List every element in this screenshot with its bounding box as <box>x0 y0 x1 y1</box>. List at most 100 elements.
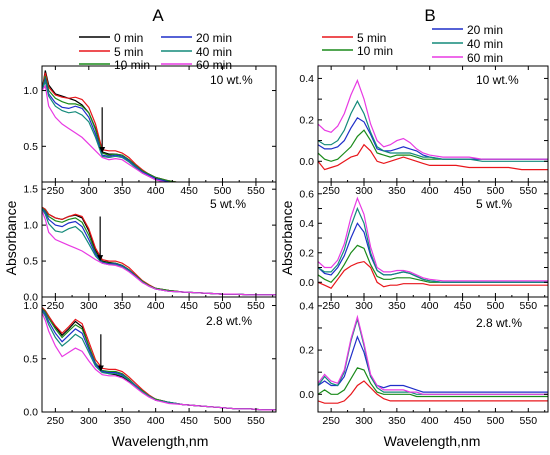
y-tick-label: 1.5 <box>23 184 38 196</box>
panel-b-2: 250 300 350 400 450 500 550 0.0 0.2 0.4 0.6 5 wt.% <box>299 181 549 312</box>
y-tick-label: 0.0 <box>23 292 38 304</box>
series-line <box>318 99 548 162</box>
legend-b-label: 5 min <box>357 31 386 45</box>
series-line <box>318 196 548 282</box>
x-tick-label: 450 <box>180 185 198 197</box>
x-tick-label: 450 <box>454 185 472 197</box>
series-line <box>42 206 276 296</box>
y-tick-label: 0.4 <box>299 300 314 312</box>
x-tick-label: 300 <box>80 185 98 197</box>
legend-b: 5 min 10 min 20 min 40 min 60 min <box>322 23 503 65</box>
x-tick-label: 300 <box>80 300 98 312</box>
x-tick-label: 350 <box>113 185 131 197</box>
x-tick-label: 250 <box>322 415 340 427</box>
x-tick-label: 400 <box>147 185 165 197</box>
series-line <box>318 222 548 283</box>
y-tick-label: 0.0 <box>299 156 314 168</box>
legend-a-label: 60 min <box>196 58 232 72</box>
x-tick-label: 400 <box>421 415 439 427</box>
series-line <box>42 84 168 182</box>
series-line <box>42 208 276 296</box>
panel-b-3: 250 300 350 400 450 500 550 0.0 0.2 0.4 2.8 wt.% <box>299 296 549 427</box>
x-tick-label: 550 <box>520 185 538 197</box>
x-tick-label: 400 <box>147 415 165 427</box>
x-tick-label: 500 <box>214 185 232 197</box>
legend-a-label: 40 min <box>196 45 232 59</box>
series-line <box>318 316 548 395</box>
concentration-label: 2.8 wt.% <box>476 316 522 330</box>
plot-panels: 250 300 350 400 450 500 550 0.5 1.0 10 wt.% 250 300… <box>23 65 549 427</box>
x-tick-label: 350 <box>388 415 406 427</box>
y-tick-label: 0.5 <box>23 256 38 268</box>
x-tick-label: 450 <box>180 415 198 427</box>
panel-a-1: 250 300 350 400 450 500 550 0.5 1.0 10 wt.% <box>23 65 277 197</box>
x-axis-label-a: Wavelength,nm <box>112 433 209 449</box>
x-tick-label: 500 <box>214 300 232 312</box>
legend-a-label: 0 min <box>114 31 143 45</box>
y-tick-label: 0.4 <box>299 73 314 85</box>
series-line <box>42 75 180 182</box>
concentration-label: 10 wt.% <box>210 73 253 87</box>
x-tick-label: 450 <box>454 415 472 427</box>
series-line <box>318 78 548 160</box>
series-line <box>318 244 548 284</box>
series-line <box>318 314 548 395</box>
series-line <box>318 367 548 398</box>
x-tick-label: 500 <box>214 415 232 427</box>
x-tick-label: 400 <box>421 300 439 312</box>
x-tick-label: 550 <box>247 415 265 427</box>
x-tick-label: 500 <box>487 415 505 427</box>
plot-frame <box>41 296 277 413</box>
x-tick-label: 400 <box>421 185 439 197</box>
panel-a-label: A <box>152 6 164 25</box>
series-line <box>318 335 548 393</box>
y-tick-label: 0.0 <box>23 407 38 419</box>
legend-b-label: 60 min <box>467 51 503 65</box>
legend-a-label: 5 min <box>114 45 143 59</box>
trend-arrow-head <box>97 255 104 262</box>
concentration-label: 5 wt.% <box>476 197 512 211</box>
y-tick-label: 1.0 <box>23 300 38 312</box>
y-tick-label: 0.0 <box>299 389 314 401</box>
panel-b-label: B <box>424 6 435 25</box>
x-tick-label: 350 <box>113 415 131 427</box>
y-tick-label: 0.6 <box>299 188 314 200</box>
concentration-label: 2.8 wt.% <box>206 314 252 328</box>
legend-a-label: 10 min <box>114 58 150 72</box>
series-line <box>318 380 548 404</box>
series-line <box>42 79 168 182</box>
concentration-label: 10 wt.% <box>476 73 519 87</box>
x-tick-label: 300 <box>80 415 98 427</box>
y-tick-label: 0.4 <box>299 218 314 230</box>
concentration-label: 5 wt.% <box>210 197 246 211</box>
trend-arrow-head <box>99 147 106 153</box>
x-tick-label: 400 <box>147 300 165 312</box>
x-axis-label-b: Wavelength,nm <box>384 433 481 449</box>
x-tick-label: 550 <box>247 185 265 197</box>
series-line <box>318 143 548 171</box>
y-tick-label: 1.0 <box>23 220 38 232</box>
x-tick-label: 250 <box>47 415 65 427</box>
series-line <box>42 210 276 296</box>
x-tick-label: 250 <box>322 300 340 312</box>
x-tick-label: 350 <box>113 300 131 312</box>
panel-a-2: 250 300 350 400 450 500 550 0.0 0.5 1.0 1.5 5 wt.% <box>23 181 277 312</box>
x-tick-label: 350 <box>388 185 406 197</box>
y-tick-label: 1.0 <box>23 85 38 97</box>
plot-frame <box>317 296 549 413</box>
y-axis-label-b: Absorbance <box>279 200 295 275</box>
legend-a: 0 min 5 min 10 min 20 min 40 min 60 min <box>79 31 232 72</box>
panel-b-1: 250 300 350 400 450 500 550 0.0 0.2 0.4 10 wt.% <box>299 65 549 197</box>
series-line <box>42 77 173 182</box>
series-line <box>42 312 276 411</box>
x-tick-label: 300 <box>355 185 373 197</box>
y-tick-label: 0.2 <box>299 345 314 357</box>
x-tick-label: 500 <box>487 300 505 312</box>
y-tick-label: 0.2 <box>299 247 314 259</box>
x-tick-label: 350 <box>388 300 406 312</box>
x-tick-label: 250 <box>47 185 65 197</box>
x-tick-label: 550 <box>247 300 265 312</box>
legend-b-label: 10 min <box>357 44 393 58</box>
x-tick-label: 450 <box>454 300 472 312</box>
